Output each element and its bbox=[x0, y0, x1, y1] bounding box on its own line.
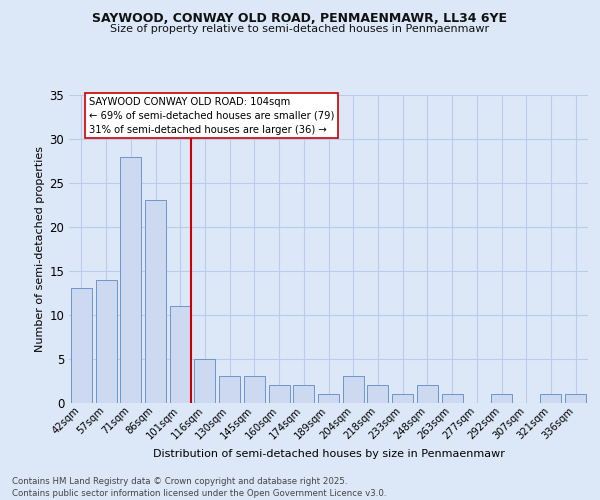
Bar bbox=[219, 376, 240, 402]
Bar bbox=[541, 394, 562, 402]
Bar bbox=[343, 376, 364, 402]
Bar bbox=[71, 288, 92, 403]
Bar bbox=[318, 394, 339, 402]
X-axis label: Distribution of semi-detached houses by size in Penmaenmawr: Distribution of semi-detached houses by … bbox=[152, 449, 505, 459]
Bar bbox=[244, 376, 265, 402]
Y-axis label: Number of semi-detached properties: Number of semi-detached properties bbox=[35, 146, 45, 352]
Bar bbox=[170, 306, 191, 402]
Bar bbox=[392, 394, 413, 402]
Bar bbox=[95, 280, 116, 402]
Text: Size of property relative to semi-detached houses in Penmaenmawr: Size of property relative to semi-detach… bbox=[110, 24, 490, 34]
Bar bbox=[269, 385, 290, 402]
Bar bbox=[367, 385, 388, 402]
Bar bbox=[565, 394, 586, 402]
Text: SAYWOOD, CONWAY OLD ROAD, PENMAENMAWR, LL34 6YE: SAYWOOD, CONWAY OLD ROAD, PENMAENMAWR, L… bbox=[92, 12, 508, 26]
Bar bbox=[417, 385, 438, 402]
Bar bbox=[491, 394, 512, 402]
Text: SAYWOOD CONWAY OLD ROAD: 104sqm
← 69% of semi-detached houses are smaller (79)
3: SAYWOOD CONWAY OLD ROAD: 104sqm ← 69% of… bbox=[89, 97, 334, 135]
Bar bbox=[145, 200, 166, 402]
Bar bbox=[194, 358, 215, 403]
Bar bbox=[442, 394, 463, 402]
Bar bbox=[293, 385, 314, 402]
Bar bbox=[120, 156, 141, 402]
Text: Contains HM Land Registry data © Crown copyright and database right 2025.
Contai: Contains HM Land Registry data © Crown c… bbox=[12, 476, 386, 498]
